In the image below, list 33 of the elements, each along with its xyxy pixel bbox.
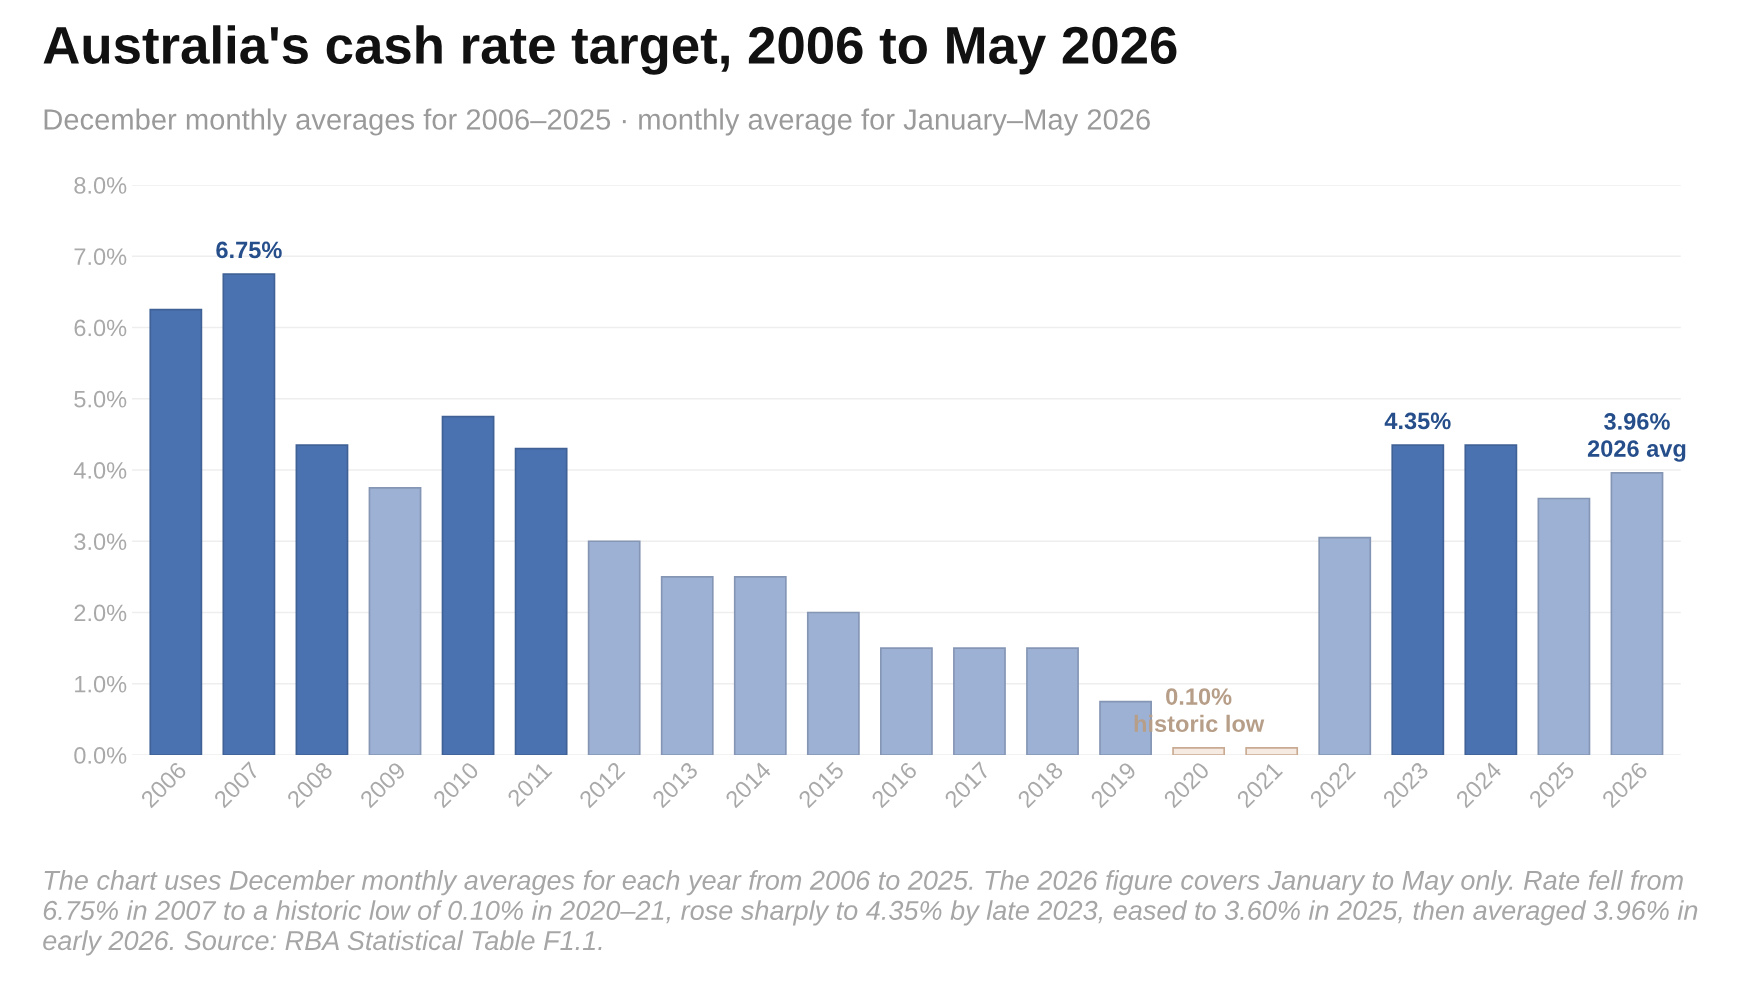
bar — [368, 486, 422, 755]
bar — [1391, 444, 1445, 755]
bar — [149, 308, 203, 755]
y-tick-label: 6.0% — [74, 319, 127, 337]
bar — [1610, 472, 1664, 755]
y-tick-label: 5.0% — [74, 390, 127, 408]
y-tick-label: 3.0% — [74, 533, 127, 551]
bar — [879, 647, 933, 755]
y-tick-label: 2.0% — [74, 604, 127, 622]
bar — [441, 415, 495, 755]
y-tick-label: 0.0% — [74, 747, 127, 764]
bar — [953, 647, 1006, 755]
bar — [587, 540, 641, 755]
y-tick-label: 1.0% — [75, 675, 127, 693]
bar — [514, 447, 568, 755]
bar — [806, 611, 860, 755]
chart-subtitle: December monthly averages for 2006–2025 · monthly average for January–May 2026 — [44, 108, 1150, 136]
annotation: 6.75% — [216, 241, 282, 259]
y-tick-label: 7.0% — [74, 248, 127, 266]
bar — [1026, 647, 1079, 755]
bar — [660, 576, 714, 755]
annotation: 4.35% — [1384, 412, 1451, 430]
bar — [1537, 497, 1591, 755]
y-tick-label: 8.0% — [74, 177, 127, 194]
bar — [1318, 536, 1372, 755]
bar — [222, 273, 276, 755]
bar — [733, 576, 787, 755]
y-tick-label: 4.0% — [73, 462, 127, 479]
text: The chart uses December monthly averages for each year from 2006 to 2025. The 2026 figure covers January to May only. Rate fell from 6.75% in 2007 to a historic low of 0.10% in 2020–21, rose sharply to 4.35% by late 2023, eased to 3.60% in 2025, then averaged 3.96% in early 2026. Source: RBA Statistical Table F1.1. — [43, 870, 1698, 956]
annotation: 3.96% 2026 avg — [1587, 413, 1686, 462]
bar — [1464, 444, 1518, 755]
bar — [295, 444, 349, 755]
chart-title: Australia's cash rate target, 2006 to May 2026 — [43, 25, 1177, 75]
